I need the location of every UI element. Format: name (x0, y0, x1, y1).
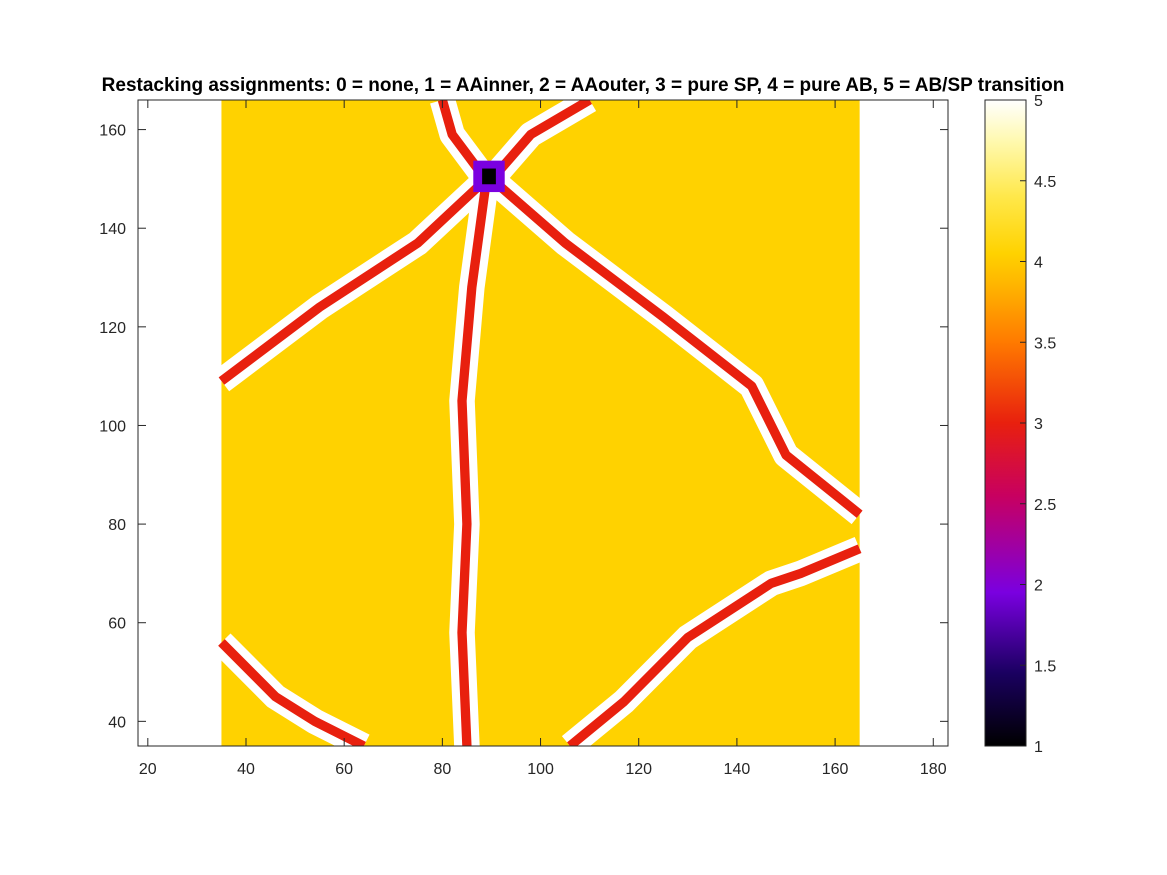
y-tick-label: 100 (99, 418, 126, 435)
domain-wall-5 (218, 639, 366, 746)
y-tick-label: 120 (99, 320, 126, 337)
domain-wall-2 (457, 178, 492, 746)
domain-wall-0 (218, 175, 490, 385)
colorbar-tick-label: 4 (1034, 255, 1043, 272)
colorbar-tick-label: 4.5 (1034, 174, 1056, 191)
colorbar-tick-label: 1.5 (1034, 658, 1056, 675)
y-tick-label: 160 (99, 123, 126, 140)
domain-wall-3 (492, 100, 592, 178)
y-axis: 40 60 80 100 120 140 160 (99, 123, 948, 731)
colorbar-tick-label: 1 (1034, 739, 1043, 756)
colorbar: 1 1.5 2 2.5 3 3.5 4 4.5 5 (984, 93, 1056, 756)
y-tick-label: 40 (108, 714, 126, 731)
colorbar-ticks: 1 1.5 2 2.5 3 3.5 4 4.5 5 (1020, 93, 1056, 756)
y-tick-label: 80 (108, 517, 126, 534)
plot-area (138, 100, 948, 746)
colorbar-tick-label: 2 (1034, 578, 1043, 595)
x-tick-label: 120 (625, 761, 652, 778)
domain-wall-4 (437, 100, 486, 177)
x-tick-label: 160 (822, 761, 849, 778)
domain-walls (212, 100, 868, 746)
colorbar-tick-label: 2.5 (1034, 497, 1056, 514)
y-tick-label: 140 (99, 221, 126, 238)
aa-center (473, 160, 505, 193)
colorbar-tick-label: 3.5 (1034, 335, 1056, 352)
x-tick-label: 80 (433, 761, 451, 778)
x-tick-label: 20 (139, 761, 157, 778)
colorbar-tick-label: 5 (1034, 93, 1043, 110)
domain-wall-1 (488, 175, 863, 518)
y-tick-label: 60 (108, 616, 126, 633)
x-tick-label: 140 (724, 761, 751, 778)
aa-inner-region (482, 168, 496, 185)
colorbar-gradient (985, 100, 1026, 746)
x-axis: 20 40 60 80 100 120 140 160 180 (139, 100, 947, 778)
domain-wall-6 (567, 544, 862, 746)
colorbar-tick-label: 3 (1034, 416, 1043, 433)
chart-title: Restacking assignments: 0 = none, 1 = AA… (102, 75, 1065, 96)
x-tick-label: 100 (527, 761, 554, 778)
plot-frame (137, 99, 949, 747)
x-tick-label: 180 (920, 761, 947, 778)
x-tick-label: 40 (237, 761, 255, 778)
x-tick-label: 60 (335, 761, 353, 778)
